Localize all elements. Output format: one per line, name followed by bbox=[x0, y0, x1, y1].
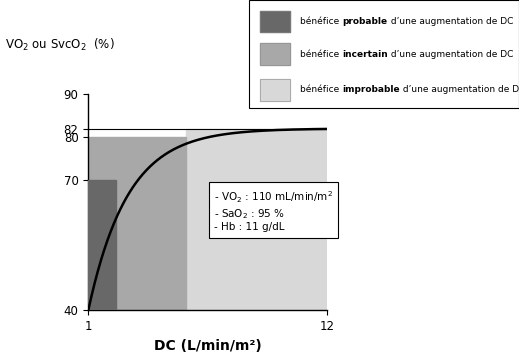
Bar bbox=[260, 11, 290, 32]
Text: improbable: improbable bbox=[343, 86, 400, 94]
Bar bbox=[186, 129, 327, 310]
Text: d’une augmentation de DC: d’une augmentation de DC bbox=[388, 50, 514, 58]
Text: bénéfice: bénéfice bbox=[301, 17, 343, 26]
Bar bbox=[260, 11, 290, 32]
Text: d’une augmentation de DC: d’une augmentation de DC bbox=[388, 17, 513, 26]
Bar bbox=[260, 43, 290, 65]
Bar bbox=[88, 137, 186, 310]
Bar bbox=[260, 79, 290, 101]
X-axis label: DC (L/min/m²): DC (L/min/m²) bbox=[154, 339, 262, 353]
Text: VO$_2$ ou SvcO$_2$  (%): VO$_2$ ou SvcO$_2$ (%) bbox=[5, 37, 115, 53]
Bar bbox=[88, 180, 116, 310]
Bar bbox=[260, 43, 290, 65]
Text: incertain: incertain bbox=[343, 50, 388, 58]
Text: - VO$_2$ : 110 mL/min/m$^2$
- SaO$_2$ : 95 %
- Hb : 11 g/dL: - VO$_2$ : 110 mL/min/m$^2$ - SaO$_2$ : … bbox=[214, 189, 333, 232]
Text: probable: probable bbox=[343, 17, 388, 26]
Text: bénéfice: bénéfice bbox=[301, 86, 343, 94]
Bar bbox=[260, 79, 290, 101]
Text: bénéfice: bénéfice bbox=[301, 50, 343, 58]
Text: d’une augmentation de DC: d’une augmentation de DC bbox=[400, 86, 519, 94]
